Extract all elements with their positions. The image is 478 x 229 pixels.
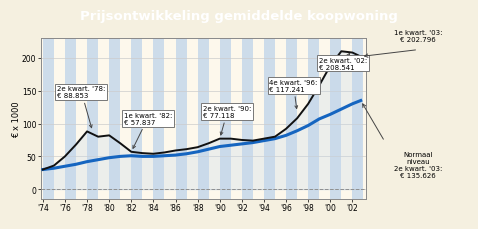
Bar xyxy=(109,39,120,199)
Bar xyxy=(153,39,164,199)
Bar xyxy=(242,39,253,199)
Text: 2e kwart. '02:
€ 208.541: 2e kwart. '02: € 208.541 xyxy=(319,54,368,70)
Text: 1e kwart. '82:
€ 57.837: 1e kwart. '82: € 57.837 xyxy=(123,112,172,149)
Bar xyxy=(308,39,319,199)
Bar xyxy=(87,39,98,199)
Bar xyxy=(197,39,209,199)
Bar xyxy=(352,39,363,199)
Bar xyxy=(131,39,142,199)
Text: 1e kwart. '03:
€ 202.796: 1e kwart. '03: € 202.796 xyxy=(394,30,443,43)
Bar xyxy=(175,39,186,199)
Bar xyxy=(65,39,76,199)
Text: 2e kwart. '78:
€ 88.853: 2e kwart. '78: € 88.853 xyxy=(57,86,106,128)
Bar xyxy=(330,39,341,199)
Text: 2e kwart. '90:
€ 77.118: 2e kwart. '90: € 77.118 xyxy=(203,106,251,135)
Bar xyxy=(264,39,275,199)
Text: Prijsontwikkeling gemiddelde koopwoning: Prijsontwikkeling gemiddelde koopwoning xyxy=(80,10,398,23)
Y-axis label: € x 1000: € x 1000 xyxy=(11,101,21,137)
Bar xyxy=(43,39,54,199)
Text: 4e kwart. '96:
€ 117.241: 4e kwart. '96: € 117.241 xyxy=(270,79,318,109)
Bar xyxy=(286,39,297,199)
Text: Normaal
niveau
2e kwart. '03:
€ 135.626: Normaal niveau 2e kwart. '03: € 135.626 xyxy=(394,151,443,178)
Bar xyxy=(220,39,231,199)
